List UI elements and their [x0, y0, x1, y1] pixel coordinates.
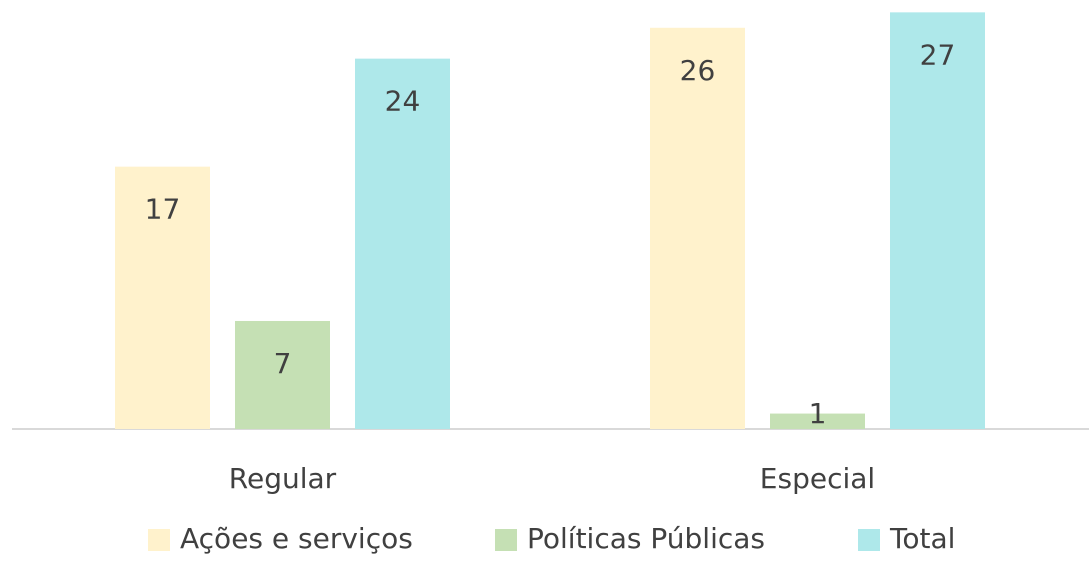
- data-label: 7: [274, 347, 292, 380]
- legend-swatch: [858, 529, 880, 551]
- data-label: 17: [145, 193, 181, 226]
- x-tick-label: Especial: [760, 462, 875, 495]
- bar: [770, 413, 865, 429]
- bar: [890, 12, 985, 429]
- legend-label: Total: [889, 522, 955, 555]
- data-label: 26: [680, 54, 716, 87]
- bar: [115, 166, 210, 429]
- data-label: 1: [809, 397, 827, 430]
- legend-label: Ações e serviços: [180, 522, 413, 555]
- data-label: 24: [385, 85, 421, 118]
- bar: [355, 58, 450, 429]
- legend-label: Políticas Públicas: [527, 522, 765, 555]
- data-label: 27: [920, 38, 956, 71]
- bar: [650, 27, 745, 429]
- bar: [235, 320, 330, 429]
- x-tick-label: Regular: [229, 462, 337, 495]
- legend-swatch: [495, 529, 517, 551]
- legend-swatch: [148, 529, 170, 551]
